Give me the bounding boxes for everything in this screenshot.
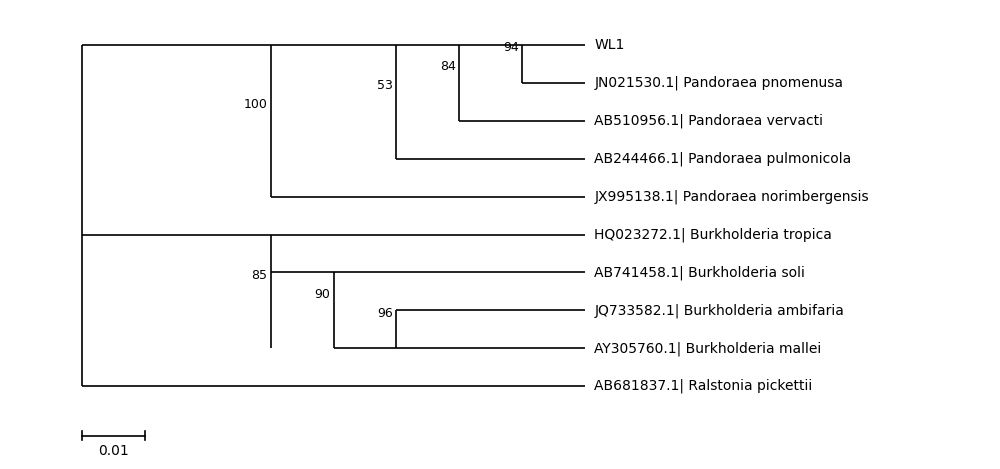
Text: WL1: WL1 — [594, 38, 625, 52]
Text: JX995138.1| Pandoraea norimbergensis: JX995138.1| Pandoraea norimbergensis — [594, 189, 869, 204]
Text: AB681837.1| Ralstonia pickettii: AB681837.1| Ralstonia pickettii — [594, 379, 812, 393]
Text: JQ733582.1| Burkholderia ambifaria: JQ733582.1| Burkholderia ambifaria — [594, 303, 844, 318]
Text: AY305760.1| Burkholderia mallei: AY305760.1| Burkholderia mallei — [594, 341, 821, 356]
Text: 90: 90 — [315, 288, 330, 301]
Text: HQ023272.1| Burkholderia tropica: HQ023272.1| Burkholderia tropica — [594, 227, 832, 242]
Text: 0.01: 0.01 — [98, 444, 129, 458]
Text: AB244466.1| Pandoraea pulmonicola: AB244466.1| Pandoraea pulmonicola — [594, 151, 851, 166]
Text: 84: 84 — [440, 61, 456, 73]
Text: 85: 85 — [252, 269, 268, 282]
Text: JN021530.1| Pandoraea pnomenusa: JN021530.1| Pandoraea pnomenusa — [594, 76, 843, 90]
Text: 53: 53 — [377, 79, 393, 92]
Text: 100: 100 — [244, 98, 268, 111]
Text: AB510956.1| Pandoraea vervacti: AB510956.1| Pandoraea vervacti — [594, 113, 823, 128]
Text: 94: 94 — [503, 41, 519, 54]
Text: 96: 96 — [377, 307, 393, 320]
Text: AB741458.1| Burkholderia soli: AB741458.1| Burkholderia soli — [594, 265, 805, 280]
